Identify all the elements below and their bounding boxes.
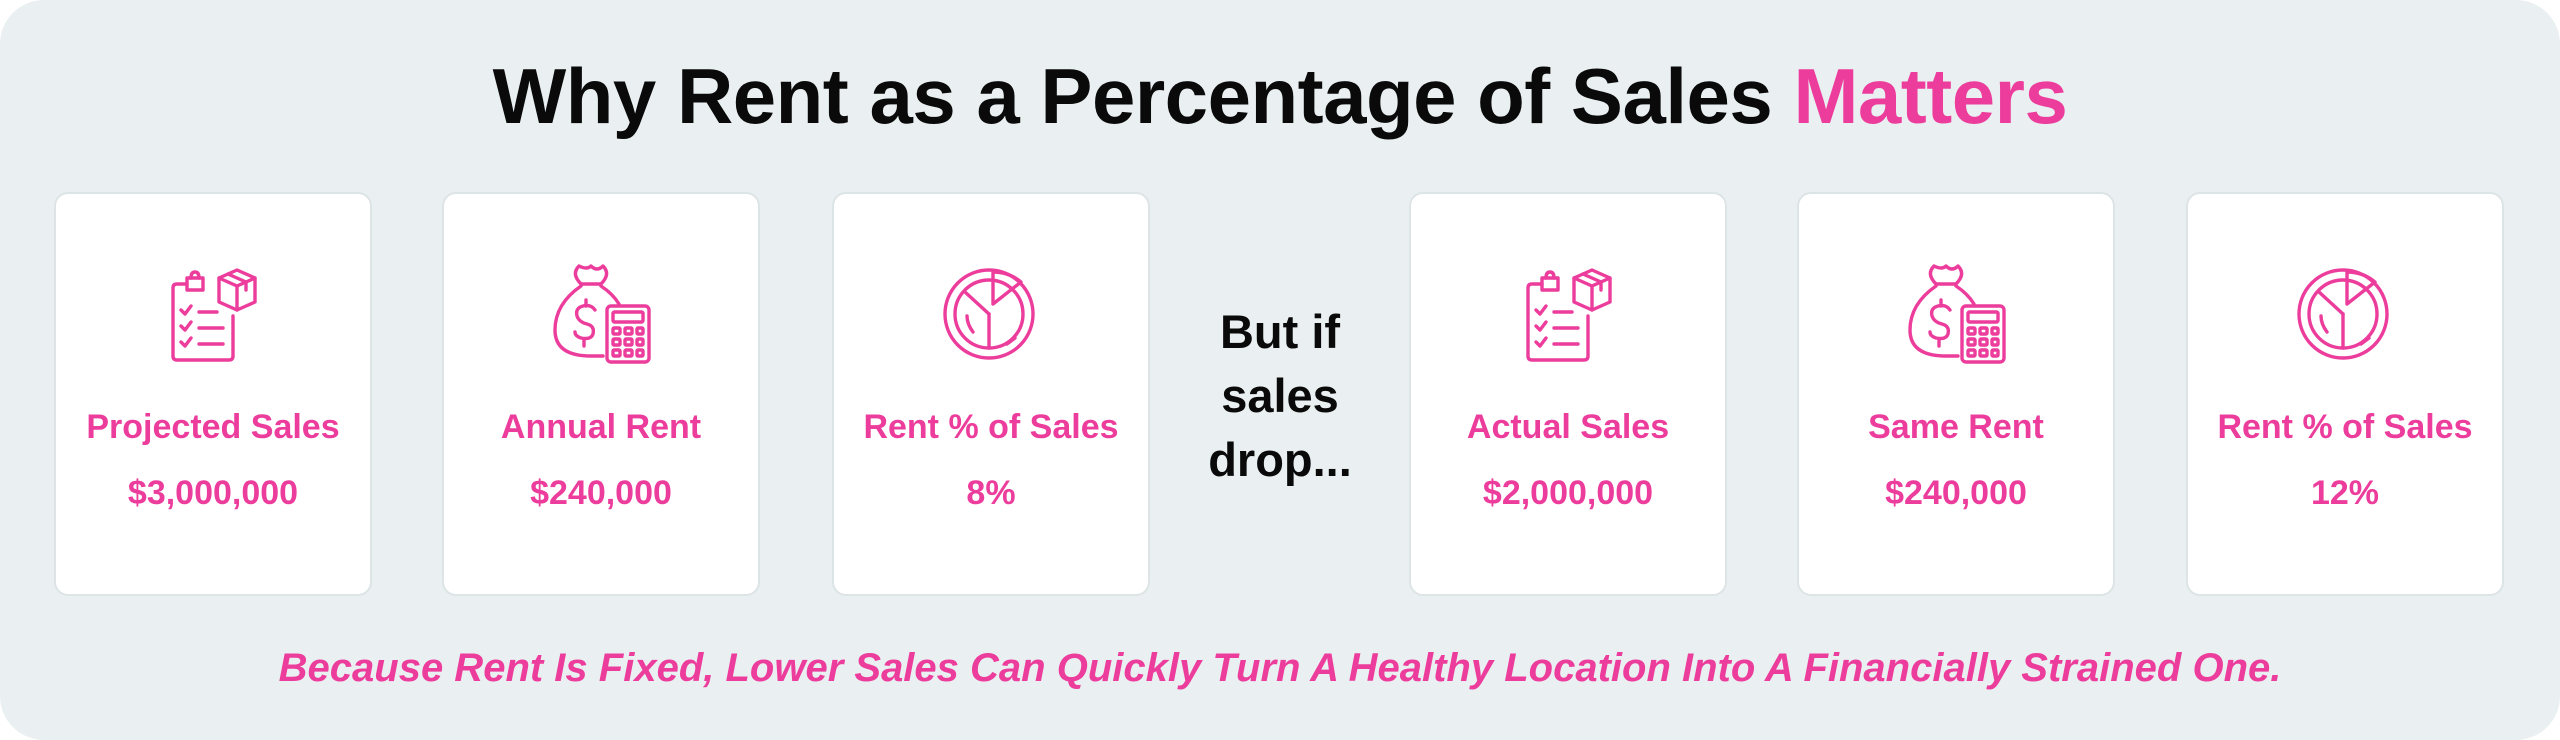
clipboard-box-icon — [1508, 252, 1628, 372]
card-value: $240,000 — [530, 474, 672, 512]
money-bag-calculator-icon — [541, 252, 661, 372]
card-value: 8% — [966, 474, 1016, 512]
card-actual-sales: Actual Sales $2,000,000 — [1409, 192, 1727, 596]
clipboard-box-icon — [153, 252, 273, 372]
page-title: Why Rent as a Percentage of Sales Matter… — [0, 48, 2560, 144]
card-label: Annual Rent — [500, 408, 702, 446]
pie-chart-icon — [931, 252, 1051, 372]
card-same-rent: Same Rent $240,000 — [1797, 192, 2115, 596]
card-value: $3,000,000 — [127, 474, 299, 512]
footer-caption: Because Rent Is Fixed, Lower Sales Can Q… — [278, 646, 2282, 690]
card-label: Same Rent — [1868, 408, 2044, 446]
transition-line-2: sales — [1221, 369, 1339, 422]
pie-chart-icon — [2285, 252, 2405, 372]
transition-text: But if sales drop... — [1170, 300, 1390, 492]
transition-line-3: drop... — [1208, 433, 1352, 486]
card-rent-percent-projected: Rent % of Sales 8% — [832, 192, 1150, 596]
transition-line-1: But if — [1219, 305, 1341, 358]
card-value: $240,000 — [1885, 474, 2027, 512]
card-label: Actual Sales — [1466, 408, 1670, 446]
card-label: Projected Sales — [86, 408, 340, 446]
card-projected-sales: Projected Sales $3,000,000 — [54, 192, 372, 596]
card-value: $2,000,000 — [1482, 474, 1654, 512]
card-rent-percent-actual: Rent % of Sales 12% — [2186, 192, 2504, 596]
card-value: 12% — [2310, 474, 2380, 512]
title-accent: Matters — [1793, 52, 2068, 140]
card-annual-rent: Annual Rent $240,000 — [442, 192, 760, 596]
card-label: Rent % of Sales — [2217, 408, 2473, 446]
title-main: Why Rent as a Percentage of Sales — [492, 52, 1794, 140]
money-bag-calculator-icon — [1896, 252, 2016, 372]
card-label: Rent % of Sales — [863, 408, 1119, 446]
